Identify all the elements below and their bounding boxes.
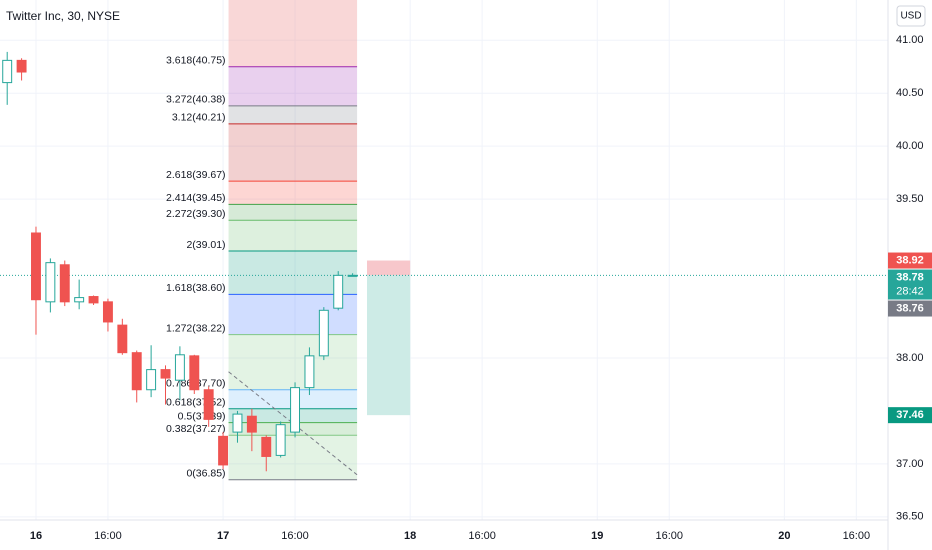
price-label: 38.78 <box>896 271 924 283</box>
x-tick-label: 17 <box>217 530 229 542</box>
y-tick-label: 39.50 <box>896 193 924 205</box>
x-tick-label: 16:00 <box>94 530 122 542</box>
fib-label: 0.382(37.27) <box>166 423 226 435</box>
y-tick-label: 41.00 <box>896 34 924 46</box>
time-axis <box>0 520 888 550</box>
candle-body <box>318 309 329 357</box>
candle-body <box>290 387 301 433</box>
fib-band <box>228 204 358 221</box>
x-tick-label: 16 <box>30 530 42 542</box>
candle-body <box>261 436 272 457</box>
price-label: 37.46 <box>896 409 924 421</box>
price-label: 38.76 <box>896 302 924 314</box>
x-tick-label: 18 <box>404 530 416 542</box>
candle-body <box>59 264 70 303</box>
x-tick-label: 16:00 <box>843 530 871 542</box>
fib-label: 3.12(40.21) <box>172 112 226 124</box>
y-tick-label: 38.00 <box>896 352 924 364</box>
fib-band <box>228 334 358 390</box>
candle-body <box>102 301 113 323</box>
price-label-box <box>888 252 932 269</box>
fib-band <box>228 181 358 205</box>
candle-body <box>16 59 27 73</box>
fib-label: 0(36.85) <box>186 468 225 480</box>
currency-button[interactable] <box>896 5 926 27</box>
fib-label: 2.414(39.45) <box>166 192 226 204</box>
fib-label: 1.272(38.22) <box>166 322 226 334</box>
y-tick-label: 40.00 <box>896 140 924 152</box>
price-label-box <box>888 300 932 317</box>
candle-body <box>246 415 257 433</box>
chart-title: Twitter Inc, 30, NYSE <box>6 9 120 23</box>
candle-body <box>88 296 99 304</box>
x-tick-label: 16:00 <box>468 530 496 542</box>
target-zone <box>367 275 411 416</box>
fib-band <box>228 66 358 106</box>
fib-label: 1.618(38.60) <box>166 282 226 294</box>
x-tick-label: 16:00 <box>655 530 683 542</box>
fib-label: 0.618(37.52) <box>166 397 226 409</box>
fib-label: 3.618(40.75) <box>166 55 226 67</box>
fib-label: 3.272(40.38) <box>166 94 226 106</box>
candle-body <box>275 424 286 456</box>
fib-band <box>228 220 358 251</box>
candle-body <box>45 262 56 303</box>
fib-band <box>228 435 358 480</box>
candle-body <box>31 232 41 301</box>
price-label-box <box>888 269 932 300</box>
y-tick-label: 37.00 <box>896 458 924 470</box>
fib-label: 2(39.01) <box>186 239 225 251</box>
stop-zone <box>367 260 411 276</box>
candle-body <box>74 297 85 303</box>
candle-body <box>117 324 128 354</box>
candle-body <box>2 59 13 84</box>
candle-body <box>218 435 229 466</box>
candle-body <box>333 274 344 309</box>
candle-body <box>304 355 315 389</box>
x-tick-label: 16:00 <box>281 530 309 542</box>
fib-label: 2.272(39.30) <box>166 208 226 220</box>
candle-body <box>146 369 157 391</box>
x-tick-label: 19 <box>591 530 603 542</box>
price-label-box <box>888 407 932 424</box>
candle-body <box>203 389 214 420</box>
fib-label: 0.5(37.39) <box>178 410 226 422</box>
price-label: 38.92 <box>896 254 924 266</box>
fib-band <box>228 105 358 124</box>
currency[interactable]: USD <box>900 11 921 22</box>
y-tick-label: 36.50 <box>896 511 924 523</box>
fib-band <box>228 123 358 182</box>
countdown: 28:42 <box>896 285 924 297</box>
candle-body <box>189 355 200 391</box>
candle-body <box>131 352 142 391</box>
y-tick-label: 40.50 <box>896 87 924 99</box>
candle-body <box>347 274 358 277</box>
candle-body <box>160 369 171 379</box>
fib-label: 2.618(39.67) <box>166 169 226 181</box>
candle-body <box>232 413 243 433</box>
x-tick-label: 20 <box>778 530 790 542</box>
fib-band <box>228 0 358 67</box>
candle-body <box>174 354 185 381</box>
